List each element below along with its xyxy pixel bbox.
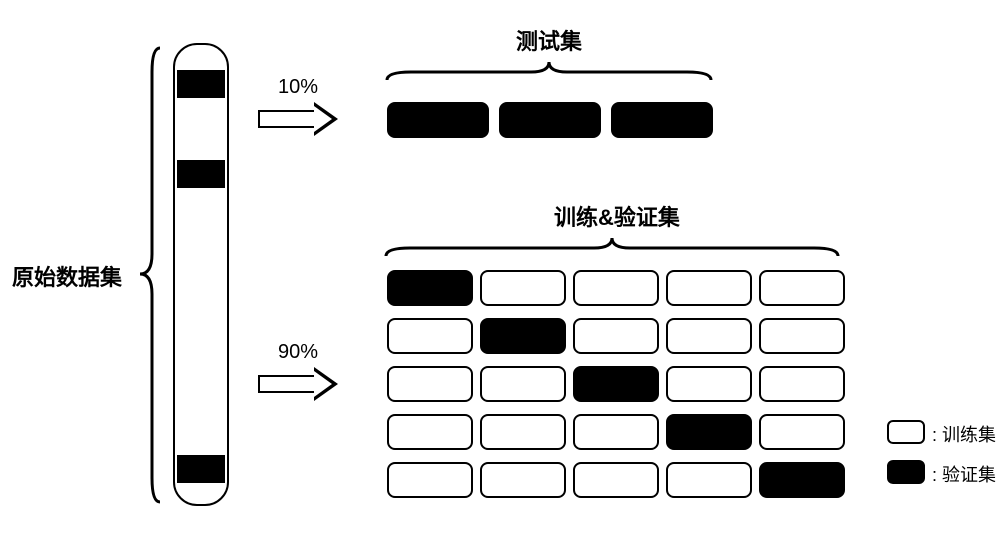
legend-val-label: : 验证集 bbox=[932, 461, 996, 487]
cv-train-cell bbox=[387, 414, 473, 450]
cv-train-cell bbox=[666, 366, 752, 402]
src-band bbox=[177, 160, 225, 188]
cv-train-cell bbox=[759, 318, 845, 354]
cv-train-cell bbox=[480, 366, 566, 402]
original-dataset-label: 原始数据集 bbox=[12, 260, 122, 292]
legend-val-swatch bbox=[887, 460, 925, 484]
original-brace bbox=[138, 42, 168, 512]
cv-train-cell bbox=[480, 270, 566, 306]
legend-train-label: : 训练集 bbox=[932, 421, 996, 447]
test-set-label: 测试集 bbox=[516, 24, 582, 56]
cv-train-cell bbox=[573, 270, 659, 306]
cv-train-cell bbox=[387, 366, 473, 402]
src-band bbox=[177, 70, 225, 98]
cv-train-cell bbox=[480, 462, 566, 498]
cv-train-cell bbox=[759, 414, 845, 450]
trainval-brace bbox=[380, 234, 850, 262]
arrow-to-test bbox=[258, 104, 344, 134]
src-band bbox=[177, 455, 225, 483]
pct-trainval-label: 90% bbox=[278, 341, 318, 364]
test-cell bbox=[387, 102, 489, 138]
trainval-label: 训练&验证集 bbox=[554, 200, 680, 232]
cv-val-cell bbox=[666, 414, 752, 450]
cv-train-cell bbox=[480, 414, 566, 450]
cv-train-cell bbox=[573, 462, 659, 498]
cv-train-cell bbox=[387, 318, 473, 354]
cv-val-cell bbox=[573, 366, 659, 402]
cv-train-cell bbox=[666, 270, 752, 306]
cv-val-cell bbox=[759, 462, 845, 498]
cv-train-cell bbox=[759, 270, 845, 306]
test-cell bbox=[611, 102, 713, 138]
cv-train-cell bbox=[573, 318, 659, 354]
legend-train-swatch bbox=[887, 420, 925, 444]
pct-test-label: 10% bbox=[278, 76, 318, 99]
cv-train-cell bbox=[759, 366, 845, 402]
arrow-to-trainval bbox=[258, 369, 344, 399]
cv-val-cell bbox=[387, 270, 473, 306]
cv-train-cell bbox=[573, 414, 659, 450]
cv-train-cell bbox=[666, 462, 752, 498]
original-dataset-bar bbox=[173, 43, 229, 506]
cv-train-cell bbox=[666, 318, 752, 354]
test-cell bbox=[499, 102, 601, 138]
test-brace bbox=[381, 58, 721, 86]
cv-train-cell bbox=[387, 462, 473, 498]
cv-val-cell bbox=[480, 318, 566, 354]
